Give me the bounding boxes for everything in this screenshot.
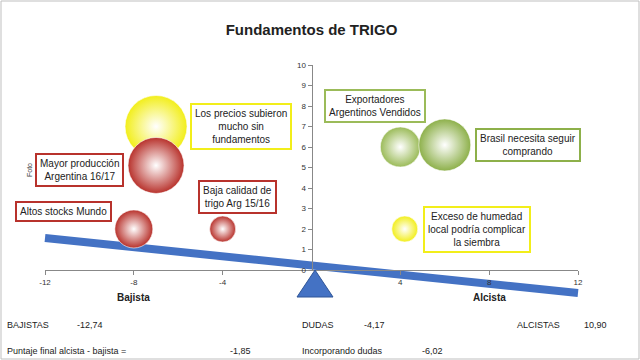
svg-text:Brasil necesita seguircomprand: Brasil necesita seguircomprando bbox=[480, 133, 576, 157]
svg-text:-4,17: -4,17 bbox=[364, 320, 385, 330]
svg-text:9: 9 bbox=[301, 81, 306, 90]
svg-text:10,90: 10,90 bbox=[584, 320, 607, 330]
svg-text:3: 3 bbox=[301, 204, 306, 213]
svg-text:-4: -4 bbox=[219, 278, 227, 287]
svg-text:1: 1 bbox=[301, 245, 306, 254]
svg-text:Puntaje final alcista - bajist: Puntaje final alcista - bajista = bbox=[7, 346, 126, 356]
svg-text:ExportadoresArgentinos Vendido: ExportadoresArgentinos Vendidos bbox=[329, 94, 421, 118]
svg-text:8: 8 bbox=[301, 102, 306, 111]
svg-text:Incorporando dudas: Incorporando dudas bbox=[302, 346, 383, 356]
svg-text:4: 4 bbox=[301, 184, 306, 193]
svg-text:12: 12 bbox=[574, 278, 583, 287]
svg-text:10: 10 bbox=[297, 61, 306, 70]
svg-text:-8: -8 bbox=[130, 278, 138, 287]
svg-text:-1,85: -1,85 bbox=[230, 346, 251, 356]
svg-text:Alcista: Alcista bbox=[473, 292, 506, 303]
svg-text:4: 4 bbox=[398, 278, 403, 287]
svg-text:0: 0 bbox=[301, 266, 306, 275]
svg-text:Exceso de humedadlocal podría: Exceso de humedadlocal podría complicarl… bbox=[428, 211, 526, 248]
svg-text:2: 2 bbox=[301, 225, 306, 234]
svg-text:-12,74: -12,74 bbox=[77, 320, 103, 330]
svg-text:5: 5 bbox=[301, 163, 306, 172]
svg-text:-6,02: -6,02 bbox=[422, 346, 443, 356]
svg-text:Los precios subieronmucho sinf: Los precios subieronmucho sinfundamentos bbox=[195, 108, 287, 145]
svg-text:Foto: Foto bbox=[26, 163, 33, 177]
svg-text:BAJISTAS: BAJISTAS bbox=[7, 320, 49, 330]
svg-text:6: 6 bbox=[301, 143, 306, 152]
svg-text:DUDAS: DUDAS bbox=[302, 320, 334, 330]
svg-text:Altos stocks Mundo: Altos stocks Mundo bbox=[20, 206, 107, 217]
svg-text:7: 7 bbox=[301, 122, 306, 131]
svg-text:Fundamentos de TRIGO: Fundamentos de TRIGO bbox=[226, 21, 398, 38]
svg-text:ALCISTAS: ALCISTAS bbox=[517, 320, 560, 330]
svg-text:Bajista: Bajista bbox=[117, 292, 150, 303]
svg-text:Baja calidad detrigo Arg 15/16: Baja calidad detrigo Arg 15/16 bbox=[203, 185, 272, 209]
svg-text:8: 8 bbox=[487, 278, 492, 287]
svg-text:Mayor producciónArgentina 16/1: Mayor producciónArgentina 16/17 bbox=[40, 158, 119, 182]
svg-text:-12: -12 bbox=[39, 278, 51, 287]
